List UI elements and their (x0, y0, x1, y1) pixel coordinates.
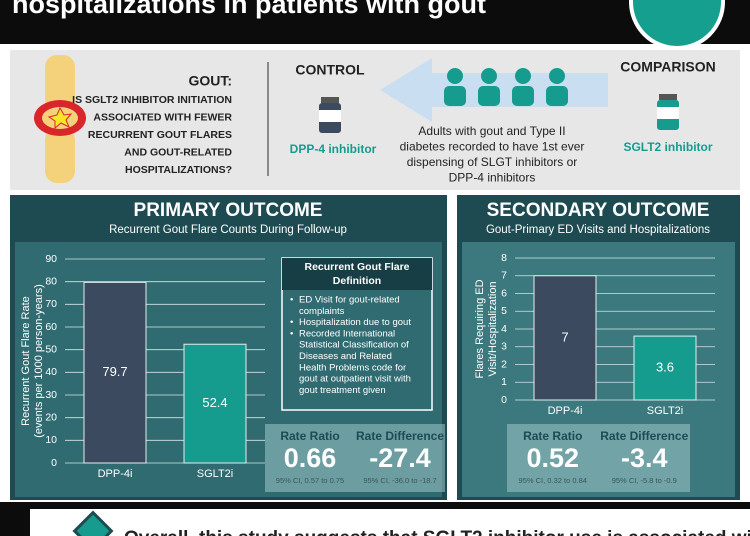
y-tick-label: 50 (45, 343, 57, 355)
bullet: • (290, 328, 293, 339)
definition-header (282, 258, 432, 290)
definition-title: Definition (333, 275, 381, 287)
y-tick-label: 0 (51, 457, 57, 469)
population-line: Adults with gout and Type II (418, 124, 565, 138)
definition-item: Diseases and Related (299, 351, 392, 362)
comparison-bottle (657, 94, 679, 130)
y-tick-label: 6 (501, 287, 507, 299)
y-tick-label: 80 (45, 275, 57, 287)
stat-ci: 95% CI, 0.57 to 0.75 (276, 476, 344, 485)
x-tick-label: DPP-4i (98, 468, 133, 480)
y-axis-label: (events per 1000 person-years) (33, 284, 45, 437)
study-panel (10, 50, 740, 190)
question-title: GOUT: (188, 73, 232, 89)
question-line: ASSOCIATED WITH FEWER (93, 111, 232, 123)
stat-label: Rate Ratio (280, 429, 339, 443)
stat-value: -3.4 (621, 443, 668, 473)
definition-item: ED Visit for gout-related (299, 295, 400, 306)
chart-subtitle: Gout-Primary ED Visits and Hospitalizati… (486, 224, 710, 236)
definition-item: complaints (299, 306, 345, 317)
definition-item: Health Problems code for (299, 362, 406, 373)
y-tick-label: 70 (45, 298, 57, 310)
bar (633, 335, 697, 401)
stats-box (265, 424, 445, 492)
control-bottle (319, 97, 341, 133)
y-tick-label: 4 (501, 323, 507, 335)
header-bar (0, 0, 750, 44)
header-title: hospitalizations in patients with gout (12, 0, 486, 19)
y-axis-label: Visit/Hospitalization (487, 281, 499, 376)
stat-value: 0.52 (526, 443, 579, 473)
definition-item: Statistical Classification of (299, 340, 409, 351)
value-label: 79.7 (102, 364, 127, 379)
comparison-title: COMPARISON (620, 59, 715, 75)
conclusion-box (30, 509, 750, 536)
stats-box (507, 424, 690, 492)
y-tick-label: 2 (501, 358, 507, 370)
bar (533, 275, 597, 401)
x-tick-label: DPP-4i (548, 405, 583, 417)
gout-joint-icon (34, 55, 86, 183)
question-line: HOSPITALIZATIONS? (125, 164, 232, 176)
bar (183, 343, 247, 464)
value-label: 3.6 (656, 359, 674, 374)
conclusion-text: Overall, this study suggests that SGLT2 … (124, 528, 750, 536)
y-tick-label: 90 (45, 253, 57, 265)
definition-item: Recorded International (299, 328, 395, 339)
control-title: CONTROL (295, 62, 365, 78)
people-icon (444, 68, 568, 106)
y-tick-label: 7 (501, 270, 507, 282)
chart-title: SECONDARY OUTCOME (487, 200, 710, 221)
definition-item: Hospitalization due to gout (299, 317, 411, 328)
y-axis-label: Flares Requiring ED (474, 279, 486, 378)
stat-value: -27.4 (369, 443, 431, 473)
population-line: DPP-4 inhibitors (449, 171, 536, 185)
question-line: AND GOUT-RELATED (124, 146, 232, 158)
stat-label: Rate Difference (600, 429, 688, 443)
logo (629, 0, 725, 50)
stat-value: 0.66 (284, 443, 337, 473)
definition-item: gout at outpatient visit with (299, 374, 411, 385)
chart-subtitle: Recurrent Gout Flare Counts During Follo… (109, 224, 347, 236)
definition-title: Recurrent Gout Flare (304, 261, 409, 273)
stat-label: Rate Difference (356, 429, 444, 443)
control-drug: DPP-4 inhibitor (290, 142, 377, 156)
value-label: 7 (561, 329, 568, 344)
stat-ci: 95% CI, -5.8 to -0.9 (612, 476, 677, 485)
definition-item: gout treatment given (299, 385, 386, 396)
x-tick-label: SGLT2i (197, 468, 233, 480)
x-tick-label: SGLT2i (647, 405, 683, 417)
stat-label: Rate Ratio (523, 429, 582, 443)
chart-title: PRIMARY OUTCOME (134, 200, 323, 221)
value-label: 52.4 (202, 395, 227, 410)
stat-ci: 95% CI, 0.32 to 0.84 (519, 476, 587, 485)
question-line: RECURRENT GOUT FLARES (88, 129, 232, 141)
y-tick-label: 1 (501, 376, 507, 388)
y-tick-label: 20 (45, 411, 57, 423)
question-line: IS SGLT2 INHIBITOR INITIATION (72, 94, 232, 106)
population-line: dispensing of SLGT inhibitors or (407, 155, 578, 169)
y-tick-label: 5 (501, 305, 507, 317)
y-tick-label: 8 (501, 252, 507, 264)
y-tick-label: 0 (501, 394, 507, 406)
bar (83, 281, 147, 464)
y-tick-label: 60 (45, 321, 57, 333)
bullet: • (290, 295, 293, 306)
y-axis-label: Recurrent Gout Flare Rate (20, 296, 32, 426)
y-tick-label: 30 (45, 389, 57, 401)
stat-ci: 95% CI, -36.0 to -18.7 (363, 476, 436, 485)
conclusion-icon (72, 510, 114, 536)
y-tick-label: 10 (45, 434, 57, 446)
population-line: diabetes recorded to have 1st ever (400, 140, 585, 154)
bullet: • (290, 317, 293, 328)
y-tick-label: 40 (45, 366, 57, 378)
y-tick-label: 3 (501, 341, 507, 353)
comparison-drug: SGLT2 inhibitor (623, 140, 712, 154)
